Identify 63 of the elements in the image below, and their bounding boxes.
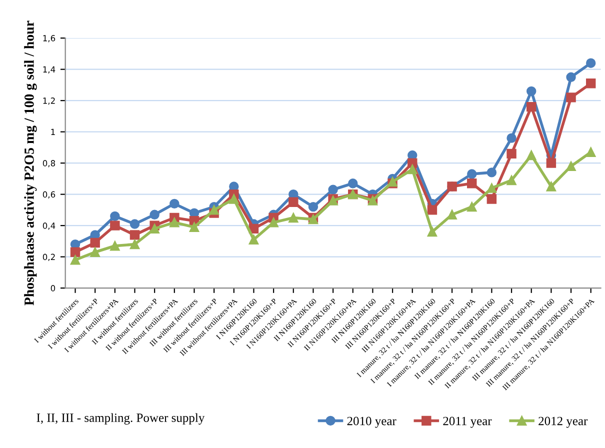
point: [467, 178, 477, 188]
y-tick-label: 0,6: [42, 191, 56, 198]
point: [467, 169, 477, 179]
point: [506, 148, 516, 159]
point: [526, 86, 536, 96]
point: [90, 247, 100, 257]
point: [566, 72, 576, 82]
y-axis-title: Phosphatase activity P2O5 mg / 100 g soil / hour: [24, 20, 37, 306]
point: [546, 158, 556, 168]
point: [566, 92, 576, 102]
point: [110, 211, 120, 222]
legend-label: 2010 year: [347, 416, 396, 428]
point: [110, 220, 120, 230]
y-tick-label: 0,4: [42, 222, 56, 230]
y-tick-label: 1,2: [43, 98, 55, 105]
point: [209, 205, 219, 215]
point: [348, 178, 358, 188]
point: [546, 182, 556, 192]
y-tick-label: 1,6: [43, 35, 56, 42]
point: [308, 202, 318, 212]
point: [248, 234, 259, 244]
point: [506, 133, 516, 143]
point: [170, 198, 180, 209]
y-tick-label: 0,2: [42, 254, 55, 261]
point: [408, 164, 418, 174]
point: [268, 218, 278, 228]
point: [288, 212, 298, 223]
y-tick-label: 1,4: [43, 66, 56, 74]
point: [586, 58, 596, 68]
point: [586, 147, 596, 157]
y-tick-label: 1: [51, 128, 55, 135]
point: [90, 238, 100, 248]
point: [70, 255, 80, 265]
point: [130, 230, 140, 240]
point: [486, 194, 497, 204]
point: [130, 239, 140, 250]
point: [526, 102, 536, 112]
point: [189, 222, 200, 232]
y-tick-label: 0: [50, 285, 56, 292]
point: [427, 205, 438, 215]
text: I, II, III - sampling. Power supply: [36, 413, 205, 425]
point: [408, 158, 418, 168]
point: [506, 175, 516, 186]
point: [150, 224, 160, 234]
point: [447, 210, 457, 220]
point: [229, 194, 239, 204]
point: [70, 247, 80, 257]
point: [288, 197, 298, 207]
point: [170, 218, 180, 228]
point: [328, 184, 338, 194]
point: [586, 78, 596, 88]
y-tick-label: 0,8: [42, 160, 56, 168]
point: [486, 183, 497, 193]
point: [467, 202, 477, 212]
point: [150, 210, 160, 220]
legend-label: 2011 year: [443, 416, 492, 428]
point: [486, 168, 497, 178]
point: [526, 150, 536, 160]
point: [427, 226, 438, 237]
point: [130, 219, 140, 229]
point: [566, 161, 576, 172]
point: [110, 241, 120, 251]
legend-label: 2012 year: [538, 416, 588, 428]
